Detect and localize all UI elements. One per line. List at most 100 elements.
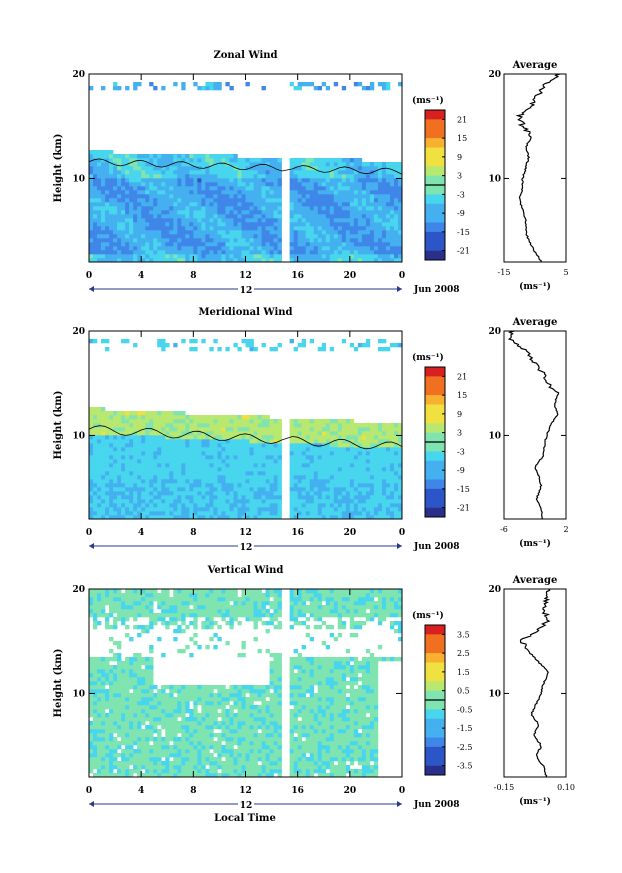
heatmap-cell — [321, 773, 327, 778]
heatmap-cell — [141, 463, 146, 468]
heatmap-cell — [225, 154, 230, 159]
heatmap-cell — [89, 198, 94, 203]
heatmap-cell — [289, 419, 294, 424]
heatmap-cell — [329, 166, 335, 171]
heatmap-cell — [381, 186, 387, 191]
heatmap-cell — [113, 419, 118, 424]
heatmap-cell — [241, 178, 246, 183]
heatmap-cell — [117, 479, 122, 484]
heatmap-cell — [293, 463, 298, 468]
heatmap-cell — [269, 423, 274, 428]
heatmap-cell — [289, 186, 294, 191]
heatmap-cell — [341, 745, 347, 750]
heatmap-cell — [193, 218, 198, 223]
heatmap-cell — [149, 234, 154, 239]
heatmap-cell — [325, 230, 331, 235]
heatmap-cell — [269, 194, 274, 199]
heatmap-cell — [129, 234, 134, 239]
heatmap-cell — [325, 234, 331, 239]
heatmap-cell — [189, 158, 194, 163]
heatmap-cell — [221, 423, 226, 428]
heatmap-cell — [369, 194, 375, 199]
heatmap-cell — [229, 475, 234, 480]
heatmap-cell — [229, 495, 234, 500]
heatmap-cell — [221, 218, 226, 223]
heatmap-cell — [293, 238, 298, 243]
heatmap-cell — [353, 773, 359, 778]
heatmap-cell — [89, 491, 94, 496]
heatmap-cell — [213, 467, 218, 472]
heatmap-cell — [289, 210, 294, 215]
heatmap-cell — [297, 190, 302, 195]
heatmap-cell — [101, 186, 106, 191]
heatmap-cell — [381, 162, 387, 167]
heatmap-cell — [117, 170, 122, 175]
heatmap-cell — [149, 158, 154, 163]
heatmap-cell — [213, 491, 218, 496]
heatmap-cell — [153, 463, 158, 468]
heatmap-cell — [153, 499, 158, 504]
heatmap-cell — [141, 475, 146, 480]
heatmap-cell — [301, 238, 306, 243]
heatmap-cell — [317, 194, 323, 199]
heatmap-cell — [305, 82, 310, 87]
heatmap-cell — [225, 242, 230, 247]
heatmap-cell — [337, 234, 343, 239]
heatmap-cell — [241, 499, 246, 504]
heatmap-cell — [157, 198, 162, 203]
heatmap-cell — [213, 741, 218, 746]
heatmap-cell — [165, 206, 170, 211]
heatmap-cell — [181, 463, 186, 468]
heatmap-cell — [113, 749, 118, 754]
heatmap-cell — [309, 190, 315, 195]
heatmap-cell — [253, 745, 258, 750]
heatmap-cell — [301, 769, 306, 774]
heatmap-cell — [89, 737, 94, 742]
heatmap-cell — [229, 218, 234, 223]
heatmap-cell — [393, 258, 399, 263]
heatmap-cell — [289, 761, 294, 766]
heatmap-cell — [381, 202, 387, 207]
heatmap-cell — [269, 495, 274, 500]
heatmap-cell — [389, 435, 395, 440]
heatmap-cell — [125, 467, 130, 472]
heatmap-cell — [273, 178, 278, 183]
heatmap-cell — [373, 435, 379, 440]
heatmap-cell — [229, 226, 234, 231]
heatmap-cell — [153, 447, 158, 452]
heatmap-cell — [345, 206, 351, 211]
heatmap-cell — [217, 82, 222, 87]
heatmap-cell — [325, 254, 331, 259]
heatmap-cell — [221, 431, 226, 436]
heatmap-cell — [113, 258, 118, 263]
heatmap-cell — [309, 459, 315, 464]
heatmap-cell — [389, 447, 395, 452]
heatmap-cell — [141, 174, 146, 179]
heatmap-cell — [393, 166, 399, 171]
heatmap-cell — [297, 162, 302, 167]
heatmap-cell — [385, 491, 391, 496]
heatmap-cell — [173, 238, 178, 243]
heatmap-cell — [337, 230, 343, 235]
heatmap-cell — [121, 214, 126, 219]
heatmap-cell — [249, 258, 254, 263]
heatmap-cell — [133, 86, 138, 91]
heatmap-cell — [109, 158, 114, 163]
heatmap-cell — [245, 170, 250, 175]
heatmap-cell — [249, 503, 254, 508]
heatmap-cell — [225, 427, 230, 432]
heatmap-cell — [149, 170, 154, 175]
heatmap-cell — [269, 475, 274, 480]
heatmap-cell — [373, 507, 379, 512]
heatmap-cell — [101, 174, 106, 179]
heatmap-cell — [213, 158, 218, 163]
heatmap-cell — [333, 749, 339, 754]
heatmap-cell — [209, 447, 214, 452]
heatmap-cell — [317, 158, 323, 163]
heatmap-cell — [101, 745, 106, 750]
heatmap-cell — [349, 198, 355, 203]
heatmap-cell — [133, 254, 138, 259]
heatmap-cell — [121, 455, 126, 460]
heatmap-cell — [389, 242, 395, 247]
heatmap-cell — [169, 507, 174, 512]
